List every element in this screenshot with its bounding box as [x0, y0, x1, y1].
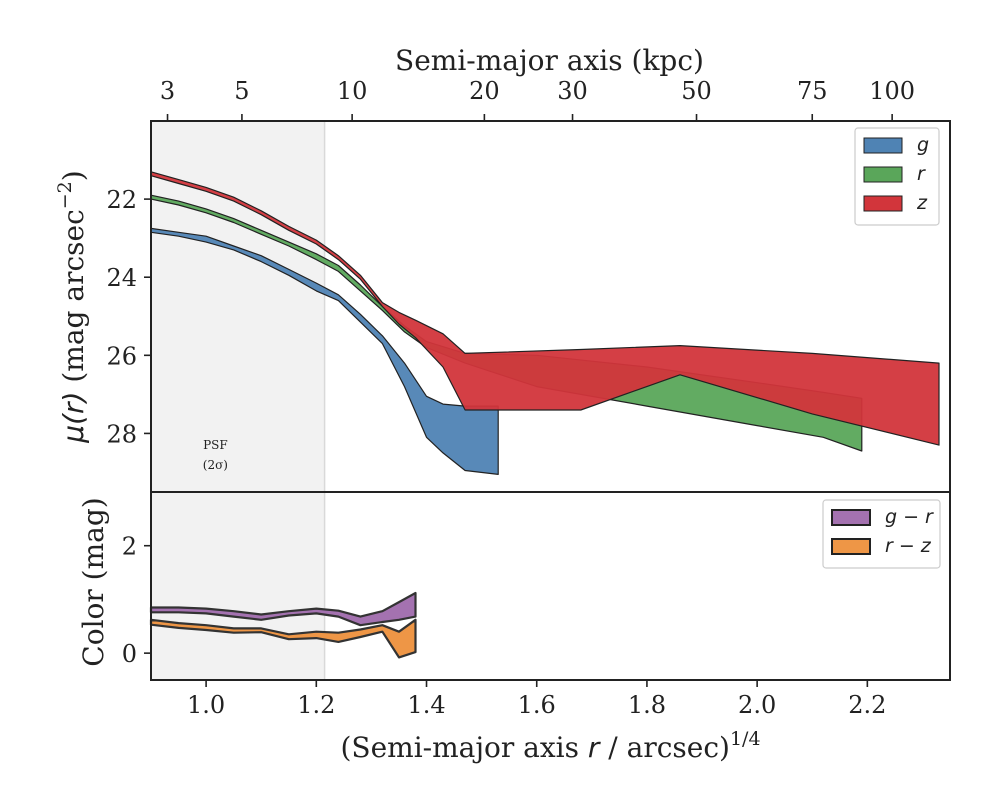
y-axis-label-top-exp: −2	[54, 181, 76, 209]
y-tick-label-top: 26	[106, 342, 137, 370]
surface-brightness-series	[150, 171, 940, 475]
legend-swatch	[863, 195, 903, 212]
legends: grz g − r r − z	[822, 127, 941, 569]
legend-label: g	[917, 134, 929, 156]
band-r	[150, 194, 863, 452]
x-tick-label: 2.0	[738, 691, 776, 719]
psf-region-top	[151, 121, 325, 492]
psf-label: PSF	[203, 438, 228, 452]
band-z	[150, 171, 940, 446]
top-tick-label: 20	[469, 77, 500, 105]
legend-label: r − z	[885, 535, 932, 557]
y-tick-label-top: 24	[106, 264, 137, 292]
top-tick-label: 30	[557, 77, 588, 105]
legend-label: z	[916, 192, 928, 214]
legend-label: g − r	[885, 506, 934, 528]
y-tick-label-top: 22	[106, 186, 137, 214]
band-r-minus-z	[149, 618, 417, 659]
y-tick-label-top: 28	[106, 420, 137, 448]
x-axis-label-var: r	[588, 731, 601, 764]
y-tick-label-bottom: 2	[122, 533, 137, 561]
axis-ticks: 1.0 1.2 1.4 1.6 1.8 2.0 2.23 5 10 20 30 50 75 1002224…	[106, 77, 915, 719]
y-axis-label-top-var: μ(r)	[57, 392, 90, 444]
legend-swatch	[863, 137, 903, 154]
psf-label-sigma: (2σ)	[203, 458, 228, 472]
x-tick-label: 2.2	[848, 691, 886, 719]
psf-region-bottom	[151, 492, 325, 680]
color-series	[149, 591, 417, 659]
x-axis-label-unit: / arcsec)	[599, 731, 730, 764]
top-tick-label: 3	[160, 77, 175, 105]
x-axis-label-exp: 1/4	[730, 728, 761, 750]
band-g	[150, 227, 499, 475]
band-g-minus-r	[149, 591, 417, 627]
legend-swatch	[863, 166, 903, 183]
top-axis-label: Semi-major axis (kpc)	[395, 44, 704, 77]
y-axis-label-top: μ(r) (mag arcsec−2)	[54, 170, 90, 443]
x-tick-label: 1.0	[187, 691, 225, 719]
x-axis-label-main: (Semi-major axis	[340, 731, 587, 764]
bottom-panel-frame	[150, 491, 951, 681]
top-tick-label: 50	[681, 77, 712, 105]
top-tick-label: 100	[869, 77, 915, 105]
top-tick-label: 75	[797, 77, 828, 105]
x-axis-label: (Semi-major axis r / arcsec)1/4	[340, 728, 760, 764]
x-tick-label: 1.6	[518, 691, 556, 719]
x-tick-label: 1.2	[297, 691, 335, 719]
x-tick-label: 1.8	[628, 691, 666, 719]
top-tick-label: 10	[337, 77, 368, 105]
legend-swatch	[831, 538, 871, 555]
legend-label: r	[917, 163, 926, 185]
y-tick-label-bottom: 0	[122, 640, 137, 668]
y-axis-label-top-unit: (mag arcsec	[57, 209, 90, 391]
top-tick-label: 5	[234, 77, 249, 105]
x-tick-label: 1.4	[407, 691, 445, 719]
y-axis-label-top-close: )	[57, 170, 90, 181]
y-axis-label-bottom: Color (mag)	[77, 497, 110, 666]
legend-swatch	[831, 509, 871, 526]
